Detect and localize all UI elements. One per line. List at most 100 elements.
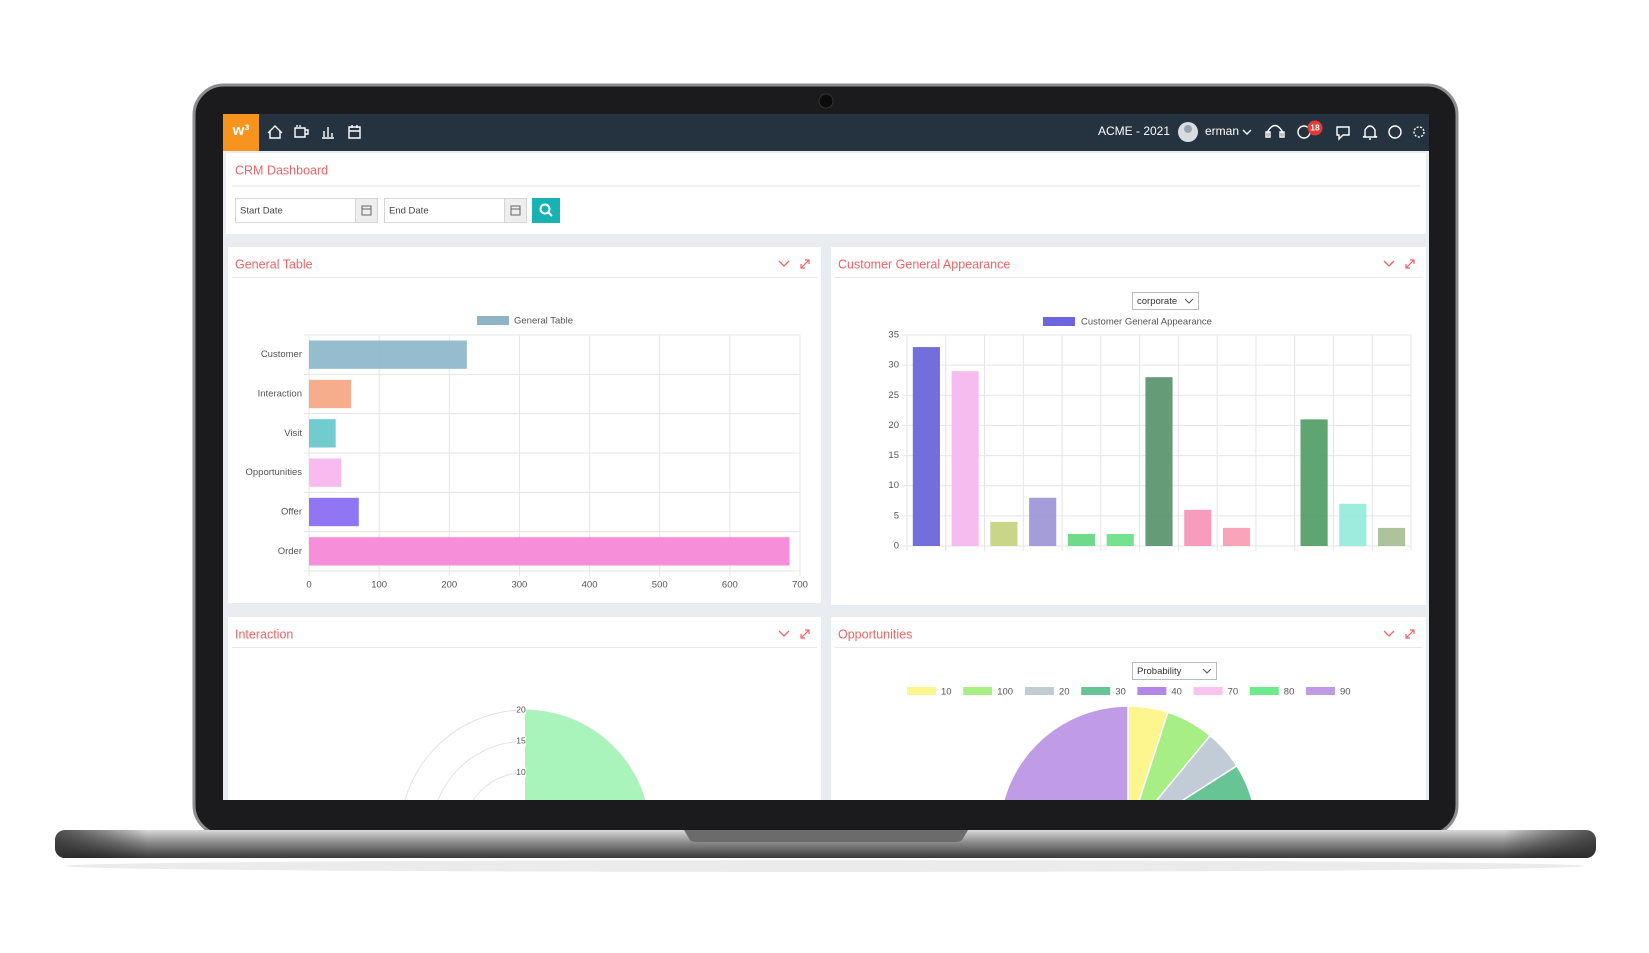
user-chevron[interactable] [1242,129,1252,135]
calendar-glyph [361,205,372,216]
legend-swatch [1249,687,1279,695]
company-name[interactable]: ACME - 2021 [1098,124,1170,138]
legend-swatch [1306,687,1335,695]
tick-label-bg [516,767,526,778]
dropdown[interactable] [1132,292,1199,310]
calendar-icon[interactable] [348,125,361,139]
legend-swatch [1043,317,1075,326]
y-tick-label: Offer [281,507,302,518]
y-tick-label: 35 [888,330,899,341]
top-bar [223,114,1429,151]
y-tick-label: 20 [888,420,899,431]
y-tick-label: 10 [888,480,899,491]
bar [309,537,790,566]
bar [309,340,467,369]
chart-icon[interactable] [322,127,334,139]
end-date-calendar[interactable] [504,198,527,223]
screen: w³ ACME - 2021 erman 18 CRM Dashboard St… [223,114,1429,800]
laptop-shadow [65,860,1585,872]
legend-swatch [1137,687,1167,695]
x-tick-label: 600 [722,580,738,591]
dropdown[interactable] [1132,662,1217,680]
panel-title: Opportunities [838,627,912,641]
bell-icon[interactable] [1362,125,1378,140]
chat-icon[interactable] [1336,126,1350,141]
search-glyph-handle [547,211,553,217]
x-tick-label: 400 [582,580,598,591]
bar [309,458,342,487]
bar [1029,497,1057,546]
camera [818,93,834,109]
legend-label: 90 [1340,687,1351,698]
dropdown-chevron [1184,298,1194,304]
bar [1300,419,1328,546]
y-tick-label: 0 [894,541,899,552]
help-icon[interactable] [1388,125,1402,139]
x-tick-label: 0 [306,580,311,591]
collapse-button[interactable] [1383,260,1395,267]
y-tick-label: Opportunities [245,467,302,478]
y-tick-label: 15 [888,450,899,461]
avatar-head [1184,125,1192,133]
tick-label-bg [516,736,526,747]
legend-swatch [963,687,993,695]
panel-title: General Table [235,257,313,271]
legend-swatch [1193,687,1223,695]
settings-icon[interactable] [1413,126,1425,138]
pie-slice [1181,764,1253,800]
collapse-button[interactable] [1383,630,1395,637]
logo[interactable]: w³ [232,122,250,139]
legend-label: 70 [1228,687,1239,698]
notification-count: 18 [1310,122,1320,132]
bar [1184,509,1212,546]
start-date-input[interactable] [235,198,356,223]
support-icon[interactable] [1265,124,1285,138]
expand-button[interactable] [1405,629,1415,639]
bar [912,347,940,546]
y-tick-label: 30 [888,360,899,371]
start-date-placeholder: Start Date [240,206,283,217]
polar-sector [525,710,645,800]
home-icon[interactable] [267,125,283,139]
user-name[interactable]: erman [1205,124,1239,138]
collapse-button[interactable] [778,260,790,267]
x-tick-label: 300 [511,580,527,591]
r-tick-label: 10 [516,767,526,777]
coffee-icon[interactable] [294,125,309,138]
bar [951,371,979,546]
bar [1067,533,1096,546]
collapse-button[interactable] [778,630,790,637]
x-tick-label: 500 [652,580,668,591]
r-tick-label: 15 [516,736,526,746]
pie-slice [1003,705,1129,800]
legend-label: 80 [1284,687,1295,698]
expand-button[interactable] [800,629,810,639]
dropdown-value: corporate [1137,296,1177,307]
legend-label: 30 [1115,687,1126,698]
dashboard-title: CRM Dashboard [235,163,328,177]
expand-button[interactable] [1405,259,1415,269]
bar [1222,527,1251,546]
calendar-glyph [510,205,521,216]
start-date-calendar[interactable] [355,198,378,223]
dropdown-chevron [1202,668,1212,674]
search-button[interactable] [532,198,560,223]
legend-label: General Table [514,316,573,327]
end-date-placeholder: End Date [389,206,429,217]
expand-button[interactable] [800,259,810,269]
r-tick-label: 20 [516,704,526,714]
logo-box[interactable] [223,114,259,151]
bar [990,521,1018,546]
legend-label: 40 [1171,687,1182,698]
x-tick-label: 200 [441,580,457,591]
y-tick-label: Interaction [258,389,302,400]
y-tick-label: Order [278,546,302,557]
legend-label: Customer General Appearance [1081,317,1212,328]
bar [309,379,352,409]
y-tick-label: 25 [888,390,899,401]
bar [1145,377,1173,546]
end-date-input[interactable] [384,198,505,223]
bar [1106,533,1134,546]
